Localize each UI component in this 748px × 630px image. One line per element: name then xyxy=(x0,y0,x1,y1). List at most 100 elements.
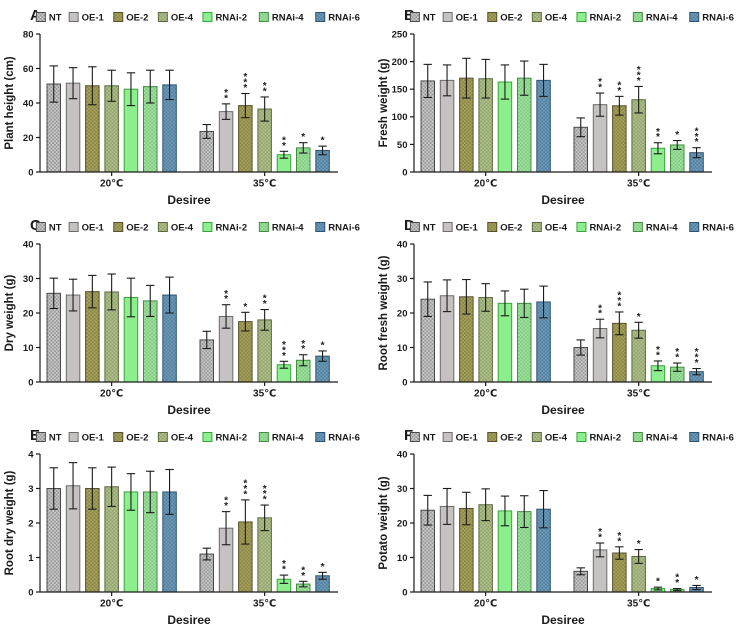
legend-swatch-OE-2 xyxy=(487,12,498,22)
significance-star: * xyxy=(321,562,325,573)
legend-swatch-RNAi-4 xyxy=(632,432,643,442)
significance-star: * xyxy=(301,571,305,582)
legend-label-OE-4: OE-4 xyxy=(171,223,194,234)
error-bar-RNAi-4-35℃ xyxy=(673,362,682,372)
legend-item-NT: NT xyxy=(409,12,436,24)
significance-star: * xyxy=(263,294,267,305)
legend-item-RNAi-2: RNAi-2 xyxy=(576,12,621,24)
error-bar-NT-20℃ xyxy=(423,494,432,526)
significance-star: * xyxy=(637,539,641,550)
significance-star: * xyxy=(656,577,660,588)
x-group-label: 35℃ xyxy=(627,599,650,610)
significance-star: * xyxy=(243,78,247,89)
y-tick-label: 40 xyxy=(23,98,34,109)
legend-item-RNAi-4: RNAi-4 xyxy=(258,12,304,24)
y-tick-label: 30 xyxy=(397,274,408,285)
significance-star: * xyxy=(263,81,267,92)
y-axis-title: Root dry weight (g) xyxy=(4,470,16,575)
y-tick-label: 250 xyxy=(392,29,408,40)
legend-item-NT: NT xyxy=(35,222,62,234)
legend-item-RNAi-6: RNAi-6 xyxy=(315,12,360,24)
error-bar-RNAi-2-20℃ xyxy=(500,290,510,317)
legend-item-RNAi-6: RNAi-6 xyxy=(315,222,360,234)
error-bar-RNAi-6-35℃ xyxy=(692,147,701,159)
legend-label-RNAi-2: RNAi-2 xyxy=(589,433,621,444)
significance-star: * xyxy=(263,495,267,506)
legend-swatch-OE-2 xyxy=(113,12,124,22)
error-bar-OE-4-35℃ xyxy=(260,309,269,331)
legend-item-OE-4: OE-4 xyxy=(531,222,568,234)
y-tick-label: 0 xyxy=(28,587,33,598)
legend-swatch-NT xyxy=(409,432,420,442)
x-group-label: 20℃ xyxy=(100,599,123,610)
significance-star: * xyxy=(598,527,602,538)
significance-star: * xyxy=(282,135,286,146)
significance-star: * xyxy=(675,573,679,584)
error-bar-OE-2-20℃ xyxy=(462,278,471,315)
error-bar-NT-20℃ xyxy=(49,65,58,103)
error-bar-OE-1-20℃ xyxy=(68,278,78,312)
legend-item-RNAi-6: RNAi-6 xyxy=(689,12,734,24)
error-bar-NT-20℃ xyxy=(49,277,58,310)
y-axis-title: Root fresh weight (g) xyxy=(378,255,390,370)
legend-swatch-NT xyxy=(35,12,46,22)
legend-swatch-NT xyxy=(409,12,420,22)
panel-F: F NT OE-1 OE-2 OE-4 RNAi-2 RNAi-4 RNAi-6 0 10 20 30… xyxy=(374,420,748,630)
significance-star: * xyxy=(637,312,641,323)
legend-item-RNAi-2: RNAi-2 xyxy=(202,432,247,444)
error-bar-RNAi-2-35℃ xyxy=(653,360,663,372)
x-group-label: 20℃ xyxy=(474,389,497,400)
error-bar-OE-2-35℃ xyxy=(615,95,624,116)
significance-star: * xyxy=(656,345,660,356)
significance-star: * xyxy=(224,501,228,512)
y-tick-label: 0 xyxy=(402,377,407,388)
error-bar-OE-2-35℃ xyxy=(241,311,250,332)
legend-label-RNAi-6: RNAi-6 xyxy=(702,223,734,234)
legend-swatch-OE-4 xyxy=(157,432,168,442)
x-axis-title: Desiree xyxy=(167,403,211,417)
legend-label-RNAi-4: RNAi-4 xyxy=(272,13,304,24)
significance-star: * xyxy=(695,358,699,369)
legend-label-RNAi-2: RNAi-2 xyxy=(215,13,247,24)
error-bar-OE-1-35℃ xyxy=(595,318,605,339)
error-bar-RNAi-4-20℃ xyxy=(520,60,529,96)
legend-label-OE-1: OE-1 xyxy=(82,223,105,234)
error-bar-OE-2-20℃ xyxy=(462,491,471,526)
legend-item-OE-1: OE-1 xyxy=(442,222,479,234)
error-bar-OE-4-35℃ xyxy=(634,549,643,564)
panel-letter: B xyxy=(404,7,415,24)
error-bar-RNAi-2-35℃ xyxy=(279,150,289,159)
legend-swatch-RNAi-4 xyxy=(258,432,269,442)
significance-star: * xyxy=(321,340,325,351)
legend-label-RNAi-4: RNAi-4 xyxy=(646,433,678,444)
legend-swatch-RNAi-2 xyxy=(202,222,213,232)
significance-star: * xyxy=(301,339,305,350)
chart-E: E NT OE-1 OE-2 OE-4 RNAi-2 RNAi-4 RNAi-6 0 1 2 3 4 Ro… xyxy=(4,427,360,627)
x-group-label: 20℃ xyxy=(100,179,123,190)
significance-star: * xyxy=(263,484,267,495)
y-tick-label: 20 xyxy=(397,518,408,529)
significance-star: * xyxy=(321,136,325,147)
legend-item-OE-1: OE-1 xyxy=(442,432,479,444)
error-bar-OE-4-35℃ xyxy=(634,321,643,339)
error-bar-OE-2-20℃ xyxy=(88,467,97,510)
error-bar-RNAi-2-35℃ xyxy=(279,574,289,584)
legend-label-RNAi-6: RNAi-6 xyxy=(328,223,360,234)
significance-star: * xyxy=(282,559,286,570)
legend-label-OE-4: OE-4 xyxy=(545,433,568,444)
legend-swatch-RNAi-6 xyxy=(315,222,326,232)
legend-item-OE-2: OE-2 xyxy=(487,432,522,444)
legend-swatch-OE-1 xyxy=(442,222,453,232)
legend-item-NT: NT xyxy=(35,12,62,24)
x-group-label: 35℃ xyxy=(253,179,276,190)
legend-swatch-RNAi-6 xyxy=(689,12,700,22)
legend-item-RNAi-2: RNAi-2 xyxy=(576,222,621,234)
legend-item-OE-2: OE-2 xyxy=(487,12,522,24)
significance-star: * xyxy=(224,294,228,305)
legend-item-OE-1: OE-1 xyxy=(68,12,105,24)
error-bar-OE-2-35℃ xyxy=(615,311,624,336)
panel-A: A NT OE-1 OE-2 OE-4 RNAi-2 RNAi-4 RNAi-6 0 20 40 60… xyxy=(0,0,374,210)
legend-item-OE-1: OE-1 xyxy=(68,432,105,444)
error-bar-RNAi-4-20℃ xyxy=(520,288,529,319)
significance-star: * xyxy=(598,309,602,320)
